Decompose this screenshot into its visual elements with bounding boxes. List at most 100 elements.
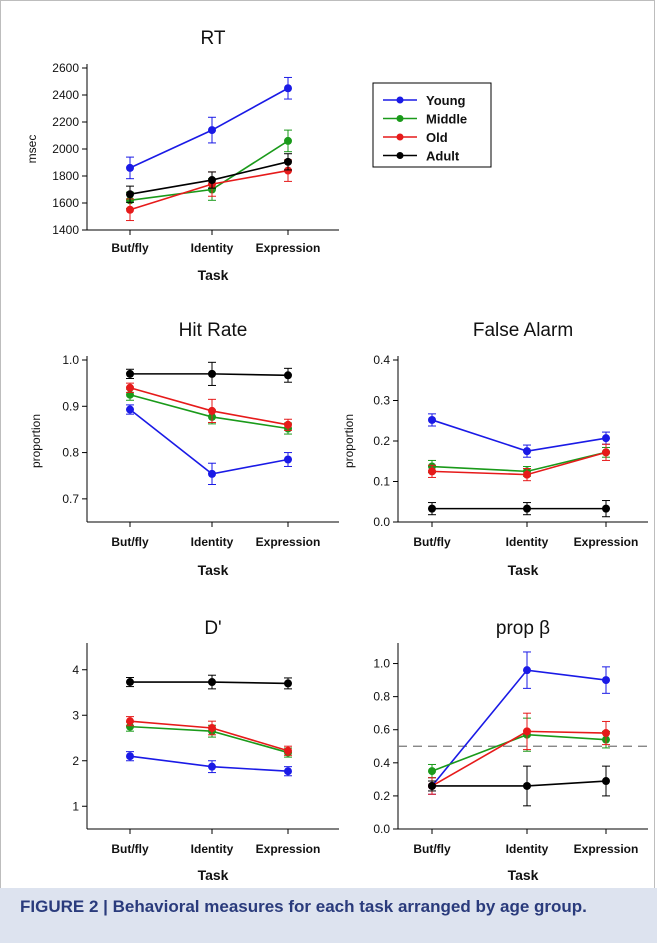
legend-label-old: Old — [426, 130, 448, 145]
series-old-line — [431, 730, 607, 787]
y-tick-label: 0.1 — [373, 475, 390, 489]
series-young-point — [284, 455, 292, 464]
x-tick-label: Identity — [506, 842, 549, 856]
series-young-point — [523, 666, 531, 675]
x-tick-label: But/fly — [111, 535, 149, 549]
x-tick-label: Identity — [506, 535, 549, 549]
x-axis-label: Task — [198, 267, 229, 283]
series-old-point — [523, 470, 531, 479]
x-axis-label: Task — [198, 562, 229, 578]
y-tick-label: 0.4 — [373, 756, 390, 770]
series-young-point — [523, 447, 531, 456]
series-adult-point — [602, 504, 610, 513]
series-young-point — [284, 767, 292, 776]
series-young-point — [208, 762, 216, 771]
series-adult-point — [523, 781, 531, 790]
y-tick-label: 2 — [72, 754, 79, 768]
y-tick-label: 0.3 — [373, 394, 390, 408]
series-old-point — [428, 467, 436, 476]
legend-box — [372, 82, 492, 168]
series-old-point — [602, 448, 610, 457]
series-adult-point — [126, 369, 134, 378]
series-adult-point — [523, 504, 531, 513]
series-old-point — [523, 727, 531, 736]
legend-marker-old — [396, 133, 404, 141]
series-young-point — [126, 163, 134, 172]
series-old-point — [126, 205, 134, 214]
y-tick-label: 0.2 — [373, 434, 390, 448]
series-adult-point — [428, 781, 436, 790]
series-young-point — [126, 752, 134, 761]
series-old-point — [284, 746, 292, 755]
series-adult-point — [284, 679, 292, 688]
y-tick-label: 2200 — [52, 115, 79, 129]
series-young-line — [431, 669, 607, 787]
x-tick-label: Expression — [256, 241, 321, 255]
series-old-point — [602, 729, 610, 738]
y-tick-label: 1400 — [52, 223, 79, 237]
y-tick-label: 0.4 — [373, 353, 390, 367]
chart-title-rt: RT — [201, 28, 226, 49]
y-tick-label: 2000 — [52, 142, 79, 156]
series-young-line — [431, 419, 607, 452]
series-old-point — [208, 406, 216, 415]
legend-marker-young — [396, 96, 404, 104]
x-axis-label: Task — [508, 867, 539, 883]
series-adult-point — [126, 678, 134, 687]
y-tick-label: 0.0 — [373, 822, 390, 836]
x-tick-label: But/fly — [111, 842, 149, 856]
x-tick-label: But/fly — [413, 535, 451, 549]
x-tick-label: Expression — [574, 842, 639, 856]
series-middle-line — [431, 733, 607, 772]
y-tick-label: 0.7 — [62, 492, 79, 506]
series-old-point — [208, 723, 216, 732]
series-old-point — [284, 420, 292, 429]
x-axis-label: Task — [198, 867, 229, 883]
series-adult-point — [428, 504, 436, 513]
legend-marker-adult — [396, 152, 404, 159]
y-axis-label: proportion — [29, 414, 43, 468]
series-adult-point — [284, 371, 292, 380]
x-tick-label: Identity — [191, 241, 234, 255]
y-tick-label: 1.0 — [62, 353, 79, 367]
series-young-point — [208, 126, 216, 135]
y-tick-label: 0.0 — [373, 515, 390, 529]
y-tick-label: 0.8 — [373, 690, 390, 704]
series-old-point — [126, 383, 134, 392]
y-tick-label: 0.8 — [62, 446, 79, 460]
y-tick-label: 3 — [72, 708, 79, 722]
series-old-point — [126, 717, 134, 726]
legend-label-middle: Middle — [426, 112, 467, 127]
series-adult-point — [208, 176, 216, 185]
chart-title-beta: prop β — [496, 618, 550, 639]
figure-charts: RT 1400 1600 1800 2000 2200 2400 2600 But/fly Ide… — [25, 28, 652, 883]
y-tick-label: 4 — [72, 663, 79, 677]
y-axis-label: msec — [25, 135, 39, 164]
series-young-point — [284, 84, 292, 93]
x-tick-label: Expression — [574, 535, 639, 549]
legend-label-adult: Adult — [426, 149, 460, 164]
series-adult-point — [208, 369, 216, 378]
series-young-point — [126, 405, 134, 414]
y-tick-label: 0.6 — [373, 723, 390, 737]
series-adult-line — [432, 780, 607, 787]
x-tick-label: But/fly — [111, 241, 149, 255]
x-tick-label: But/fly — [413, 842, 451, 856]
chart-title-dprime: D' — [204, 618, 221, 639]
caption-bar — [0, 888, 657, 943]
x-tick-label: Expression — [256, 535, 321, 549]
y-tick-label: 1.0 — [373, 657, 390, 671]
x-tick-label: Expression — [256, 842, 321, 856]
series-adult-point — [208, 678, 216, 687]
series-young-point — [208, 469, 216, 478]
x-axis-label: Task — [508, 562, 539, 578]
y-tick-label: 1800 — [52, 169, 79, 183]
y-tick-label: 0.2 — [373, 789, 390, 803]
series-old-point — [284, 166, 292, 175]
series-adult-point — [284, 157, 292, 166]
series-young-point — [428, 415, 436, 424]
x-tick-label: Identity — [191, 842, 234, 856]
y-tick-label: 2600 — [52, 61, 79, 75]
y-tick-label: 0.9 — [62, 399, 79, 413]
